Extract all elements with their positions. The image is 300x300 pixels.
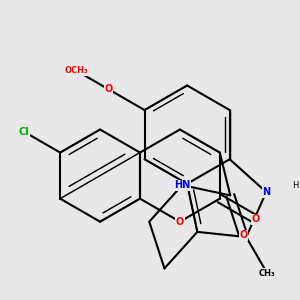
Text: O: O: [176, 217, 184, 227]
Text: OCH₃: OCH₃: [64, 66, 88, 75]
Text: HN: HN: [174, 180, 190, 190]
Text: H: H: [292, 182, 298, 190]
Text: Cl: Cl: [19, 127, 30, 137]
Text: O: O: [239, 230, 247, 240]
Text: N: N: [262, 187, 270, 197]
Text: O: O: [104, 84, 112, 94]
Text: CH₃: CH₃: [259, 269, 275, 278]
Text: O: O: [252, 214, 260, 224]
Text: OCH₃: OCH₃: [64, 66, 88, 75]
